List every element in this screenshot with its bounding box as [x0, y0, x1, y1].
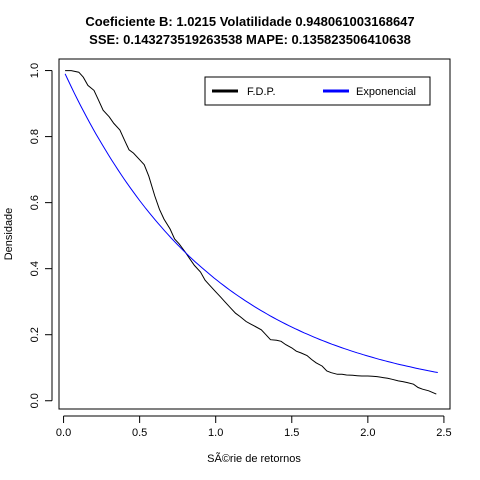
x-tick-label: 0.0 — [56, 427, 71, 439]
x-tick-label: 1.5 — [284, 427, 299, 439]
legend: F.D.P. Exponencial — [204, 76, 431, 106]
legend-label-exponencial: Exponencial — [356, 86, 416, 98]
x-tick-label: 1.0 — [208, 427, 223, 439]
series-fdp-line — [65, 70, 437, 395]
y-tick-label: 0.4 — [29, 261, 41, 276]
chart-subtitle: SSE: 0.143273519263538 MAPE: 0.135823506… — [89, 32, 411, 47]
y-tick-label: 0.8 — [29, 129, 41, 144]
x-axis: 0.0 0.5 1.0 1.5 2.0 2.5 — [56, 415, 452, 439]
series-exponencial-line — [64, 73, 438, 373]
y-tick-label: 0.0 — [29, 393, 41, 408]
y-tick-label: 0.2 — [29, 327, 41, 342]
y-axis-label: Densidade — [3, 208, 15, 261]
x-tick-label: 0.5 — [132, 427, 147, 439]
plot-frame — [58, 58, 451, 410]
chart-title: Coeficiente B: 1.0215 Volatilidade 0.948… — [85, 14, 414, 29]
x-tick-label: 2.0 — [360, 427, 375, 439]
x-tick-label: 2.5 — [436, 427, 451, 439]
plot-lines — [64, 70, 438, 395]
y-axis: 0.0 0.2 0.4 0.6 0.8 1.0 — [29, 63, 53, 408]
x-axis-label: SÃ©rie de retornos — [207, 452, 301, 465]
legend-box — [204, 76, 431, 106]
y-tick-label: 0.6 — [29, 195, 41, 210]
y-tick-label: 1.0 — [29, 63, 41, 78]
legend-label-fdp: F.D.P. — [247, 86, 276, 98]
